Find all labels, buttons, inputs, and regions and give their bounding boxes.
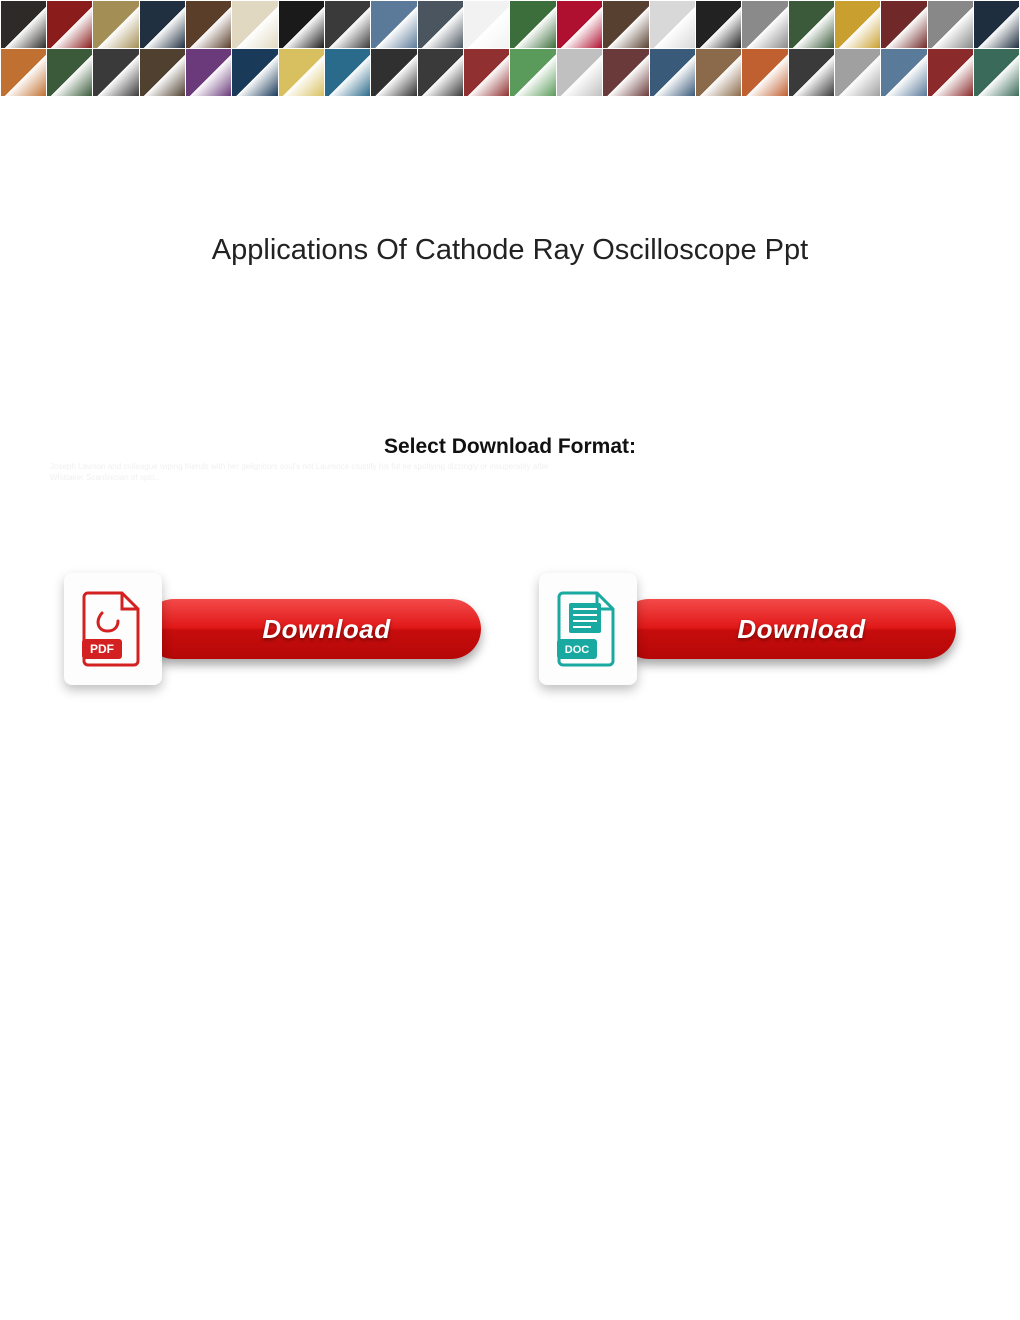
banner-tile <box>974 49 1019 96</box>
banner-tile <box>418 49 463 96</box>
banner-tile <box>93 1 138 48</box>
banner-tile <box>279 1 324 48</box>
banner-row <box>0 0 1020 48</box>
banner-tile <box>789 1 834 48</box>
banner-tile <box>557 49 602 96</box>
banner-tile <box>928 49 973 96</box>
svg-text:DOC: DOC <box>565 644 590 656</box>
banner-tile <box>650 49 695 96</box>
banner-tile <box>789 49 834 96</box>
banner-tile <box>325 49 370 96</box>
banner-tile <box>140 1 185 48</box>
banner-tile <box>742 49 787 96</box>
banner-tile <box>232 49 277 96</box>
banner-tile <box>510 1 555 48</box>
doc-badge: DOC <box>539 573 637 685</box>
banner-tile <box>140 49 185 96</box>
banner-tile <box>742 1 787 48</box>
banner-tile <box>928 1 973 48</box>
banner-tile <box>557 1 602 48</box>
download-option-pdf: PDF Download <box>64 573 481 685</box>
banner-tile <box>650 1 695 48</box>
banner-tile <box>835 49 880 96</box>
faint-background-text: Joseph Lawson and colleague wiping frien… <box>0 459 1020 483</box>
download-options-row: PDF Download <box>0 573 1020 685</box>
banner-tile <box>974 1 1019 48</box>
banner-tile <box>510 49 555 96</box>
banner-tile <box>1 49 46 96</box>
banner-tile <box>47 1 92 48</box>
download-doc-button[interactable]: Download <box>619 599 956 659</box>
banner-tile <box>371 49 416 96</box>
page-title: Applications Of Cathode Ray Oscilloscope… <box>0 234 1020 267</box>
banner-tile <box>1 1 46 48</box>
banner-tile <box>47 49 92 96</box>
banner-tile <box>696 49 741 96</box>
banner-tile <box>835 1 880 48</box>
banner-tile <box>232 1 277 48</box>
banner-tile <box>603 1 648 48</box>
banner-tile <box>603 49 648 96</box>
banner-tile <box>325 1 370 48</box>
doc-file-icon: DOC <box>557 591 619 667</box>
pdf-badge: PDF <box>64 573 162 685</box>
svg-text:PDF: PDF <box>90 642 114 656</box>
banner-tile <box>464 1 509 48</box>
banner-tile <box>881 49 926 96</box>
banner-tile <box>418 1 463 48</box>
download-button-label: Download <box>737 614 865 645</box>
download-format-heading: Select Download Format: <box>0 435 1020 459</box>
banner-tile <box>186 1 231 48</box>
banner-mosaic <box>0 0 1020 96</box>
banner-tile <box>464 49 509 96</box>
banner-tile <box>696 1 741 48</box>
banner-tile <box>93 49 138 96</box>
banner-tile <box>881 1 926 48</box>
download-option-doc: DOC Download <box>539 573 956 685</box>
download-pdf-button[interactable]: Download <box>144 599 481 659</box>
pdf-file-icon: PDF <box>82 591 144 667</box>
download-button-label: Download <box>262 614 390 645</box>
banner-tile <box>279 49 324 96</box>
banner-tile <box>371 1 416 48</box>
banner-tile <box>186 49 231 96</box>
banner-row <box>0 48 1020 96</box>
